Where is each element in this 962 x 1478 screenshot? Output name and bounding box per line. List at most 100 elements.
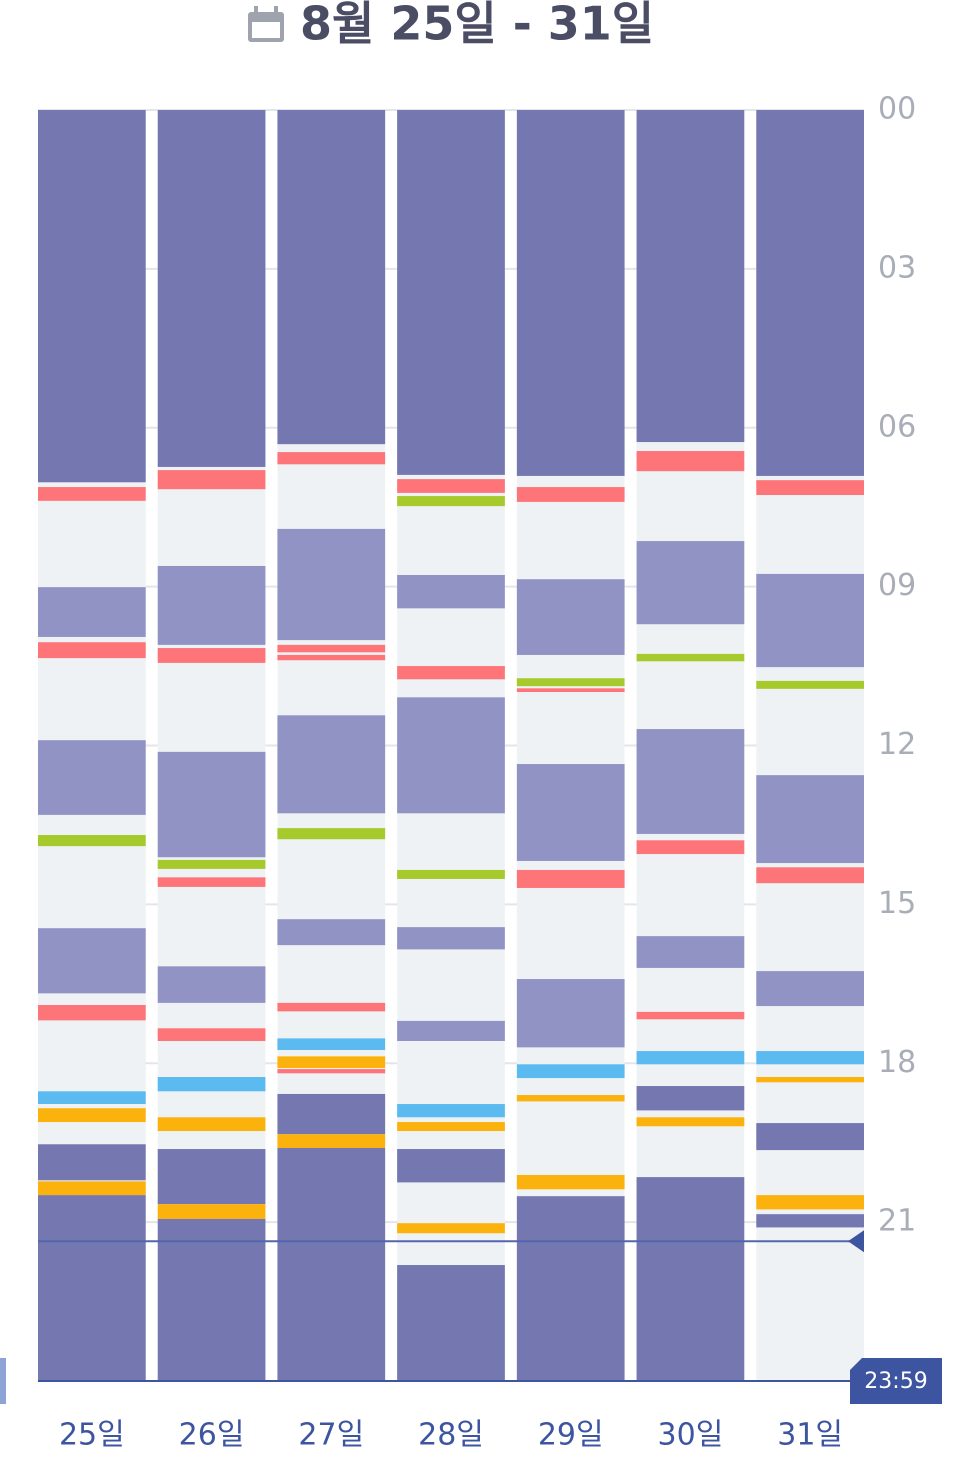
- calendar-icon: [248, 6, 284, 42]
- activity-segment: [277, 1069, 386, 1074]
- x-tick-label: 28일: [418, 1418, 484, 1453]
- y-tick-label: 15: [878, 886, 916, 921]
- activity-segment: [38, 928, 146, 994]
- activity-segment: [636, 1117, 745, 1127]
- side-tab: [0, 1358, 6, 1404]
- x-tick-label: 25일: [59, 1418, 125, 1453]
- activity-segment: [157, 470, 266, 490]
- activity-segment: [38, 834, 146, 847]
- activity-segment: [516, 1064, 625, 1079]
- y-tick-label: 06: [878, 409, 916, 444]
- activity-segment: [38, 110, 146, 483]
- activity-segment: [38, 740, 146, 815]
- activity-segment: [756, 1051, 864, 1065]
- activity-segment: [636, 1011, 745, 1020]
- activity-segment: [397, 1149, 505, 1183]
- y-tick-label: 18: [878, 1045, 916, 1080]
- activity-segment: [157, 1204, 266, 1219]
- activity-segment: [277, 654, 386, 661]
- activity-segment: [157, 859, 266, 869]
- end-label: 23:59: [864, 1369, 927, 1394]
- y-tick-label: 00: [878, 92, 916, 127]
- activity-segment: [756, 971, 864, 1007]
- activity-segment: [397, 1223, 505, 1234]
- activity-segment: [636, 451, 745, 472]
- x-tick-label: 29일: [538, 1418, 604, 1453]
- activity-segment: [397, 1104, 505, 1118]
- activity-segment: [636, 1086, 745, 1111]
- activity-segment: [277, 1056, 386, 1069]
- activity-segment: [277, 1002, 386, 1012]
- activity-segment: [516, 979, 625, 1048]
- activity-segment: [756, 480, 864, 496]
- activity-segment: [397, 1122, 505, 1132]
- activity-segment: [397, 697, 505, 814]
- y-tick-label: 12: [878, 727, 916, 762]
- activity-segment: [636, 110, 745, 443]
- x-tick-label: 31일: [777, 1418, 843, 1453]
- activity-segment: [277, 452, 386, 465]
- activity-segment: [636, 541, 745, 625]
- current-time-marker: [848, 1230, 864, 1253]
- activity-segment: [157, 110, 266, 467]
- activity-segment: [756, 573, 864, 668]
- activity-segment: [277, 1134, 386, 1148]
- activity-segment: [516, 764, 625, 861]
- end-badge: [850, 1358, 942, 1404]
- x-tick-label: 30일: [658, 1418, 724, 1453]
- activity-segment: [516, 678, 625, 687]
- activity-segment: [516, 1174, 625, 1190]
- activity-segment: [756, 1123, 864, 1151]
- activity-segment: [157, 565, 266, 645]
- activity-segment: [38, 1195, 146, 1381]
- activity-segment: [38, 1004, 146, 1021]
- activity-segment: [756, 110, 864, 476]
- activity-segment: [756, 1077, 864, 1083]
- activity-segment: [756, 1214, 864, 1228]
- activity-segment: [397, 1020, 505, 1042]
- chart-title: 8월 25일 - 31일: [300, 0, 654, 51]
- y-tick-label: 09: [878, 568, 916, 603]
- activity-segment: [397, 574, 505, 609]
- activity-segment: [157, 1117, 266, 1132]
- activity-segment: [38, 1181, 146, 1196]
- x-tick-label: 27일: [298, 1418, 364, 1453]
- activity-segment: [636, 840, 745, 855]
- y-tick-label: 03: [878, 250, 916, 285]
- activity-segment: [397, 927, 505, 950]
- activity-segment: [38, 1091, 146, 1105]
- x-tick-label: 26일: [179, 1418, 245, 1453]
- activity-segment: [516, 579, 625, 655]
- activity-segment: [38, 642, 146, 659]
- activity-segment: [516, 487, 625, 502]
- activity-segment: [397, 496, 505, 507]
- activity-segment: [38, 487, 146, 501]
- activity-segment: [516, 110, 625, 476]
- activity-segment: [516, 869, 625, 888]
- y-tick-label: 21: [878, 1204, 916, 1239]
- activity-segment: [157, 1077, 266, 1092]
- activity-segment: [277, 110, 386, 445]
- activity-segment: [38, 1108, 146, 1123]
- activity-segment: [157, 877, 266, 887]
- activity-segment: [516, 1196, 625, 1381]
- activity-segment: [636, 936, 745, 968]
- activity-segment: [636, 1051, 745, 1065]
- activity-segment: [756, 867, 864, 884]
- activity-segment: [277, 1093, 386, 1135]
- activity-segment: [277, 828, 386, 840]
- activity-segment: [157, 1218, 266, 1381]
- activity-segment: [157, 751, 266, 858]
- activity-segment: [756, 1195, 864, 1210]
- activity-segment: [277, 1038, 386, 1051]
- activity-segment: [277, 528, 386, 641]
- activity-segment: [516, 1095, 625, 1102]
- activity-segment: [397, 666, 505, 680]
- activity-segment: [157, 1028, 266, 1042]
- activity-segment: [277, 644, 386, 653]
- activity-segment: [38, 1144, 146, 1181]
- activity-segment: [397, 110, 505, 475]
- activity-segment: [636, 729, 745, 834]
- activity-segment: [38, 587, 146, 637]
- activity-segment: [397, 869, 505, 879]
